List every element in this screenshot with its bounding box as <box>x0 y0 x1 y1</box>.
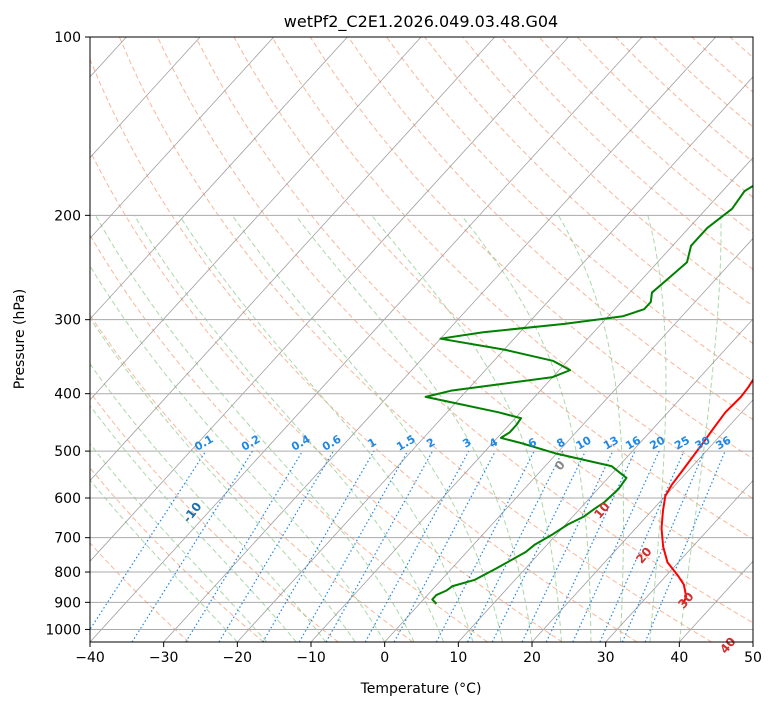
isotherm-line <box>237 76 753 642</box>
mixing-ratio-line <box>621 450 705 642</box>
x-tick-label: −40 <box>75 650 105 666</box>
moist-adiabat-line <box>90 317 356 642</box>
moist-adiabat-line <box>90 443 268 642</box>
mixing-ratio-line <box>545 450 636 642</box>
plot-frame <box>89 36 754 643</box>
y-tick-label: 100 <box>54 30 81 46</box>
isotherm-line <box>90 37 201 159</box>
moist-adiabat-line <box>178 215 474 642</box>
dry-adiabat-line <box>386 37 753 382</box>
mixing-ratio-line <box>218 450 334 642</box>
isotherm-line <box>90 37 569 562</box>
mixing-ratio-line <box>599 450 685 642</box>
isotherm-line <box>458 318 753 642</box>
x-tick-label: 30 <box>597 650 615 666</box>
isotherm-line <box>90 37 643 642</box>
x-tick-label: −20 <box>223 650 253 666</box>
y-axis-title: Pressure (hPa) <box>12 289 28 389</box>
isotherm-line <box>531 399 753 642</box>
isotherm-line <box>163 37 717 642</box>
isotherm-line <box>90 37 422 401</box>
dewpoint-line <box>424 184 753 605</box>
y-tick-label: 800 <box>54 565 81 581</box>
x-tick-label: 50 <box>744 650 762 666</box>
y-tick-label: 700 <box>54 531 81 547</box>
mixing-ratio-line <box>572 450 660 642</box>
mixing-ratio-line <box>393 450 496 642</box>
moist-adiabat-line <box>90 479 238 642</box>
grid-layer <box>90 37 753 642</box>
moist-adiabat-line <box>90 264 386 642</box>
mixing-ratio-line <box>644 450 726 642</box>
dry-adiabat-line <box>90 58 638 642</box>
dry-adiabat-line <box>90 149 563 642</box>
y-tick-label: 900 <box>54 595 81 611</box>
dry-adiabat-line <box>309 37 753 460</box>
moist-adiabat-line <box>90 363 327 642</box>
moist-adiabat-line <box>133 215 445 642</box>
y-tick-label: 600 <box>54 491 81 507</box>
dry-adiabat-line <box>424 37 753 344</box>
isotherm-line <box>310 157 753 642</box>
dry-adiabat-line <box>118 37 712 642</box>
moist-adiabat-line <box>647 215 667 642</box>
x-tick-label: 10 <box>449 650 467 666</box>
moist-adiabat-line <box>558 215 624 642</box>
isotherm-line <box>90 37 275 239</box>
moist-adiabat-line <box>371 215 562 642</box>
moist-adiabat-line <box>90 404 297 642</box>
x-tick-label: 20 <box>523 650 541 666</box>
y-tick-label: 400 <box>54 387 81 403</box>
isotherm-line <box>384 237 753 642</box>
y-tick-label: 500 <box>54 444 81 460</box>
mixing-ratio-line <box>185 450 304 642</box>
moist-adiabat-line <box>678 215 722 642</box>
y-tick-label: 1000 <box>45 622 81 638</box>
isotherm-line <box>605 479 753 642</box>
x-tick-label: −30 <box>149 650 179 666</box>
y-tick-label: 300 <box>54 313 81 329</box>
x-axis-title: Temperature (°C) <box>360 681 482 697</box>
chart-title: wetPf2_C2E1.2026.049.03.48.G04 <box>284 12 558 32</box>
axis-layer: −40 −30 −20 −10 0 10 20 30 40 50 100 200 300 400 500 60… <box>45 30 762 666</box>
x-tick-label: 40 <box>670 650 688 666</box>
y-tick-label: 200 <box>54 208 81 224</box>
moist-adiabat-line <box>295 215 533 642</box>
dry-adiabat-line <box>157 37 753 624</box>
mixing-ratio-line <box>131 450 254 642</box>
mixing-ratio-line <box>491 450 586 642</box>
mixing-ratio-line <box>262 450 375 642</box>
moist-adiabat-line <box>95 215 415 642</box>
isotherm-line <box>90 37 348 320</box>
mixing-ratio-line <box>325 450 434 642</box>
mixing-ratio-line <box>364 450 470 642</box>
dry-adiabat-line <box>271 37 753 500</box>
mixing-ratio-line <box>298 450 409 642</box>
dry-adiabat-line <box>195 37 753 582</box>
isotherm-line <box>90 37 496 482</box>
x-tick-label: −10 <box>296 650 326 666</box>
x-tick-label: 0 <box>380 650 389 666</box>
mixing-ratio-line <box>521 450 614 642</box>
